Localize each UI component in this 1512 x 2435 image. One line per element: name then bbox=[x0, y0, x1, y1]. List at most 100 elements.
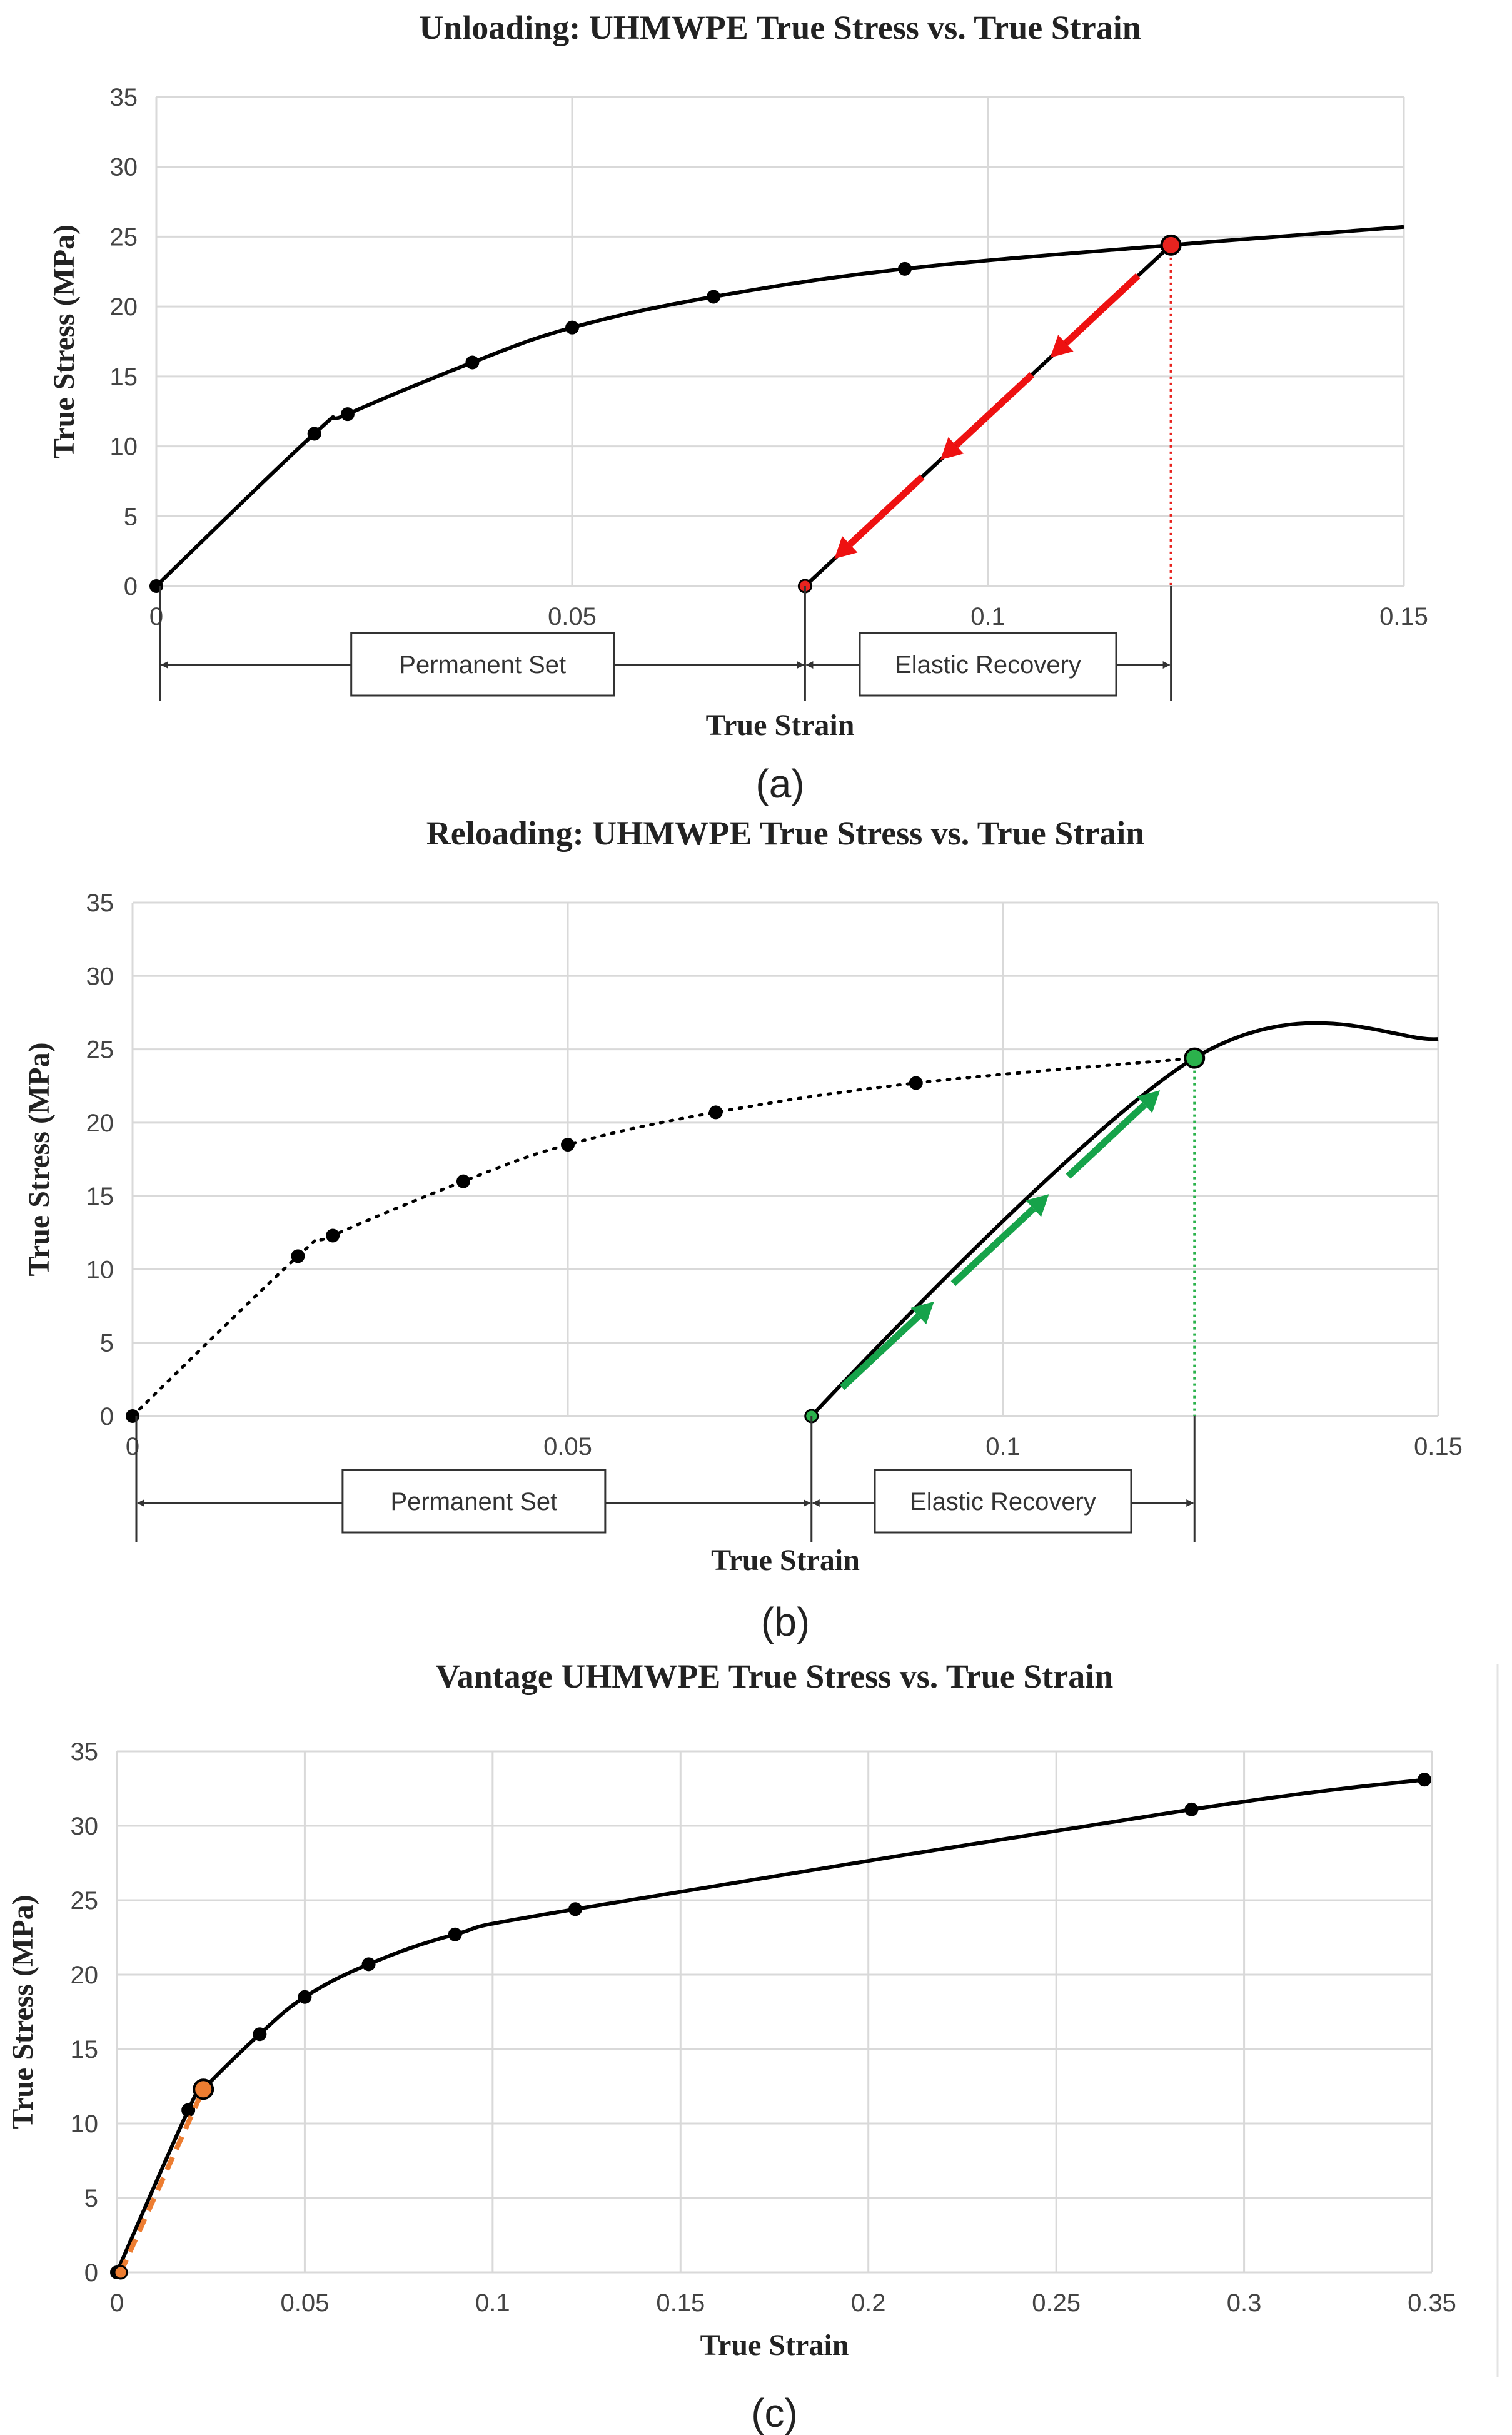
chart-title: Vantage UHMWPE True Stress vs. True Stra… bbox=[436, 1658, 1114, 1695]
data-point bbox=[465, 355, 480, 370]
highlight-point bbox=[1160, 234, 1182, 256]
x-tick-label: 0.15 bbox=[1379, 603, 1428, 630]
y-tick-label: 35 bbox=[86, 889, 114, 917]
permanent-set-label: Permanent Set bbox=[399, 651, 566, 679]
y-tick-label: 30 bbox=[110, 154, 138, 181]
y-tick-label: 15 bbox=[71, 2036, 99, 2063]
panel-label: (a) bbox=[755, 761, 804, 806]
data-point bbox=[181, 2103, 196, 2117]
y-axis-label: True Stress (MPa) bbox=[6, 1895, 39, 2129]
x-axis-label: True Strain bbox=[700, 2329, 849, 2362]
x-tick-label: 0.15 bbox=[656, 2289, 705, 2317]
x-axis-label: True Strain bbox=[711, 1544, 860, 1577]
y-tick-label: 30 bbox=[71, 1813, 99, 1840]
data-point bbox=[561, 1138, 575, 1152]
y-tick-label: 0 bbox=[124, 573, 138, 600]
x-tick-label: 0.1 bbox=[985, 1433, 1021, 1460]
x-tick-label: 0 bbox=[149, 603, 163, 630]
data-point bbox=[291, 1249, 305, 1263]
chart-title: Reloading: UHMWPE True Stress vs. True S… bbox=[426, 814, 1145, 852]
data-point bbox=[340, 407, 355, 422]
data-point bbox=[707, 290, 721, 304]
y-axis-label: True Stress (MPa) bbox=[23, 1042, 56, 1276]
y-tick-label: 10 bbox=[86, 1256, 114, 1283]
chart-2: Reloading: UHMWPE True Stress vs. True S… bbox=[23, 814, 1463, 1644]
data-point bbox=[708, 1105, 723, 1120]
y-tick-label: 25 bbox=[71, 1887, 99, 1915]
direction-arrow bbox=[954, 372, 1034, 448]
series-line-2 bbox=[810, 1021, 1439, 1418]
y-tick-label: 25 bbox=[86, 1036, 114, 1064]
elastic-recovery-box bbox=[859, 632, 1117, 697]
x-tick-label: 0.05 bbox=[280, 2289, 329, 2317]
chart-1: Unloading: UHMWPE True Stress vs. True S… bbox=[48, 9, 1428, 806]
x-tick-label: 0.35 bbox=[1408, 2289, 1456, 2317]
x-tick-label: 0.1 bbox=[970, 603, 1005, 630]
y-tick-label: 20 bbox=[71, 1962, 99, 1989]
y-tick-label: 15 bbox=[86, 1183, 114, 1210]
highlight-point bbox=[113, 2265, 128, 2280]
data-point bbox=[898, 261, 912, 276]
x-tick-label: 0.15 bbox=[1414, 1433, 1463, 1460]
x-axis-label: True Strain bbox=[706, 709, 855, 742]
permanent-set-box bbox=[350, 632, 615, 697]
elastic-recovery-label: Elastic Recovery bbox=[910, 1488, 1096, 1516]
elastic-recovery-label: Elastic Recovery bbox=[895, 651, 1081, 679]
direction-arrowhead bbox=[940, 437, 964, 460]
series-line-1 bbox=[154, 225, 1404, 588]
data-point bbox=[1417, 1773, 1431, 1787]
x-tick-label: 0.05 bbox=[548, 603, 597, 630]
x-tick-label: 0.25 bbox=[1032, 2289, 1081, 2317]
data-point bbox=[565, 320, 579, 335]
x-tick-label: 0.05 bbox=[543, 1433, 592, 1460]
y-tick-label: 0 bbox=[84, 2259, 98, 2287]
x-tick-label: 0.1 bbox=[475, 2289, 510, 2317]
y-tick-label: 10 bbox=[71, 2110, 99, 2138]
x-tick-label: 0 bbox=[126, 1433, 139, 1460]
data-point bbox=[298, 1990, 312, 2004]
data-point bbox=[307, 427, 321, 441]
direction-arrow bbox=[1066, 1102, 1147, 1179]
panel-label: (c) bbox=[751, 2391, 798, 2435]
panel-label: (b) bbox=[761, 1599, 810, 1644]
direction-arrow bbox=[840, 1314, 921, 1390]
y-tick-label: 20 bbox=[86, 1110, 114, 1137]
data-point bbox=[568, 1902, 583, 1916]
direction-arrow bbox=[1063, 273, 1141, 346]
y-tick-label: 35 bbox=[110, 84, 138, 111]
data-point bbox=[1184, 1802, 1199, 1816]
chart-title: Unloading: UHMWPE True Stress vs. True S… bbox=[419, 9, 1141, 46]
series-line-2 bbox=[118, 2088, 206, 2274]
y-tick-label: 10 bbox=[110, 433, 138, 461]
y-tick-label: 20 bbox=[110, 293, 138, 321]
elastic-recovery-box bbox=[874, 1469, 1132, 1534]
direction-arrowhead bbox=[1026, 1194, 1049, 1217]
data-point bbox=[326, 1228, 340, 1243]
y-tick-label: 5 bbox=[100, 1330, 114, 1357]
y-tick-label: 35 bbox=[71, 1738, 99, 1766]
x-tick-label: 0.3 bbox=[1227, 2289, 1262, 2317]
y-axis-label: True Stress (MPa) bbox=[48, 225, 81, 458]
y-tick-label: 5 bbox=[84, 2185, 98, 2212]
highlight-point bbox=[1184, 1047, 1206, 1069]
data-point bbox=[909, 1076, 923, 1090]
y-tick-label: 5 bbox=[124, 503, 138, 530]
data-point bbox=[253, 2027, 267, 2042]
direction-arrow bbox=[950, 1206, 1036, 1287]
y-tick-label: 15 bbox=[110, 363, 138, 391]
data-point bbox=[361, 1957, 376, 1972]
chart-3: Vantage UHMWPE True Stress vs. True Stra… bbox=[6, 1658, 1456, 2435]
direction-arrowhead bbox=[1136, 1090, 1161, 1113]
y-tick-label: 30 bbox=[86, 963, 114, 990]
x-tick-label: 0 bbox=[110, 2289, 124, 2317]
direction-arrow bbox=[847, 474, 925, 547]
direction-arrowhead bbox=[834, 536, 858, 559]
y-tick-label: 25 bbox=[110, 223, 138, 251]
direction-arrowhead bbox=[1050, 335, 1074, 358]
permanent-set-box bbox=[341, 1469, 607, 1534]
data-point bbox=[126, 1409, 139, 1423]
x-tick-label: 0.2 bbox=[851, 2289, 886, 2317]
data-point bbox=[456, 1174, 470, 1188]
data-point bbox=[149, 579, 163, 593]
y-tick-label: 0 bbox=[100, 1403, 114, 1430]
